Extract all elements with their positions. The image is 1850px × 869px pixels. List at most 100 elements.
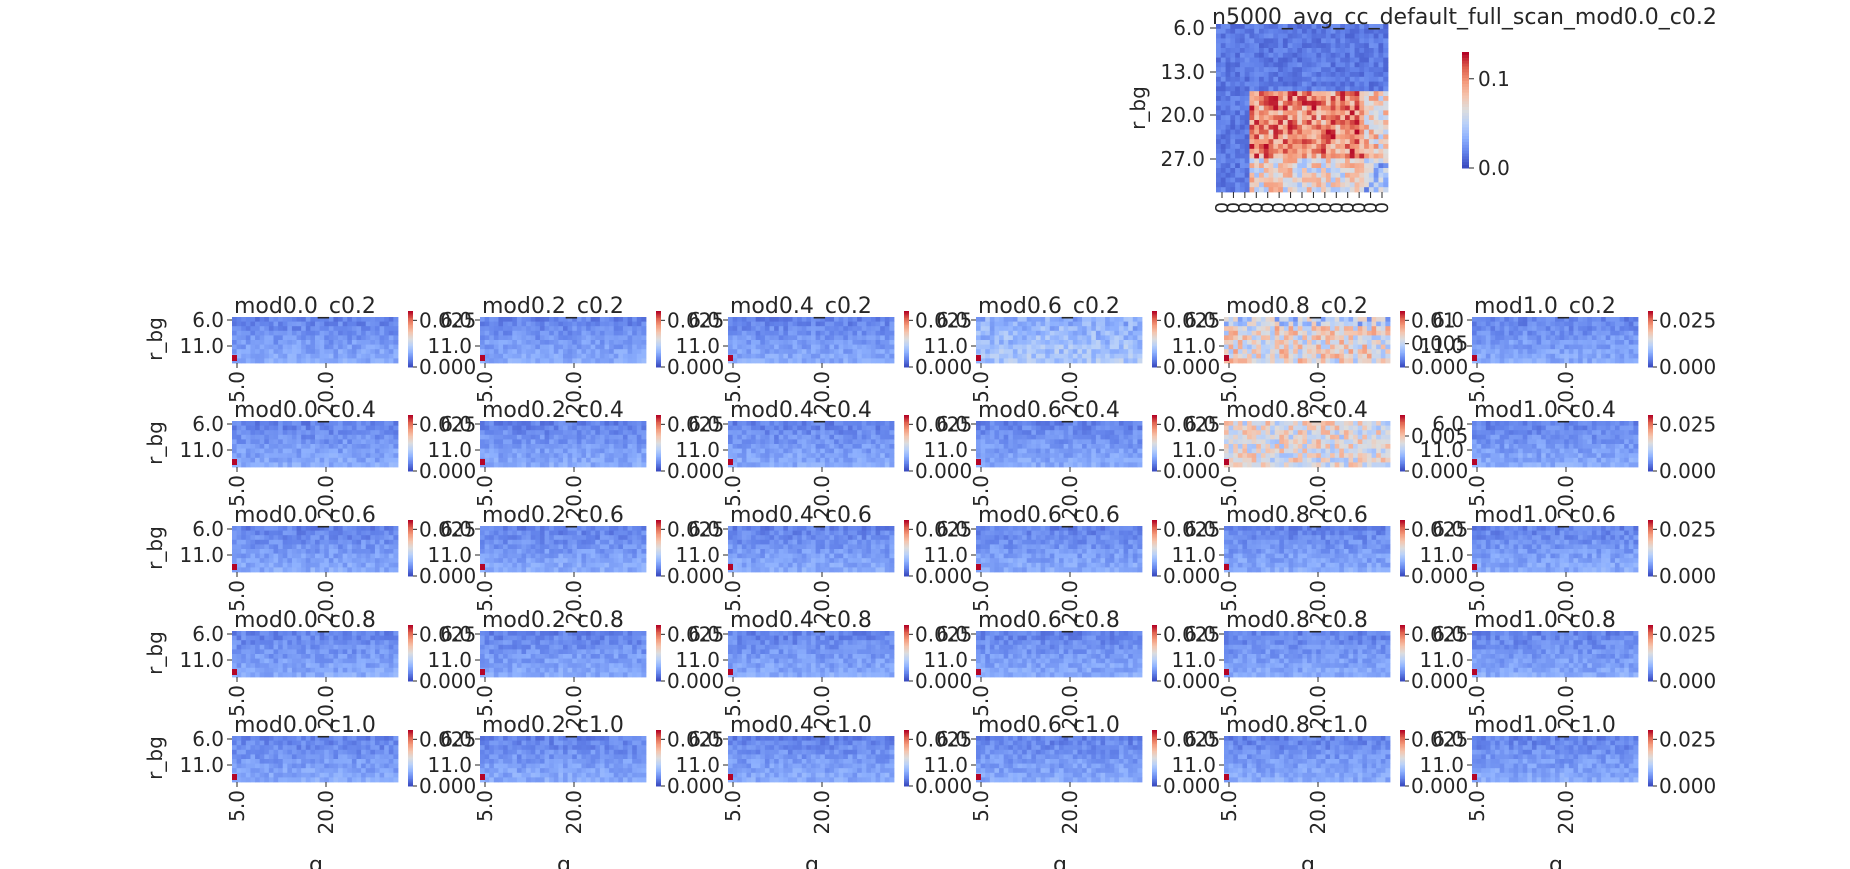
colorbar-segment bbox=[408, 458, 413, 461]
heatmap-cell bbox=[1270, 335, 1276, 341]
heatmap-cell bbox=[824, 317, 830, 322]
heatmap-cell bbox=[245, 444, 251, 449]
heatmap-cell bbox=[755, 353, 761, 359]
heatmap-cell bbox=[493, 317, 499, 322]
heatmap-cell bbox=[1247, 335, 1253, 341]
heatmap-cell bbox=[618, 344, 624, 350]
heatmap-cell bbox=[632, 434, 638, 440]
heatmap-cell bbox=[1040, 358, 1046, 364]
heatmap-cell bbox=[1224, 335, 1230, 341]
heatmap-cell bbox=[760, 439, 766, 445]
heatmap-cell bbox=[769, 448, 775, 454]
heatmap-cell bbox=[563, 444, 569, 449]
heatmap-cell bbox=[1550, 321, 1556, 327]
colorbar-segment bbox=[656, 469, 661, 472]
heatmap-cell bbox=[1059, 349, 1065, 355]
heatmap-cell bbox=[627, 453, 633, 459]
heatmap-cell bbox=[549, 330, 555, 336]
heatmap-cell bbox=[1249, 172, 1255, 178]
heatmap-cell bbox=[388, 330, 394, 336]
heatmap-cell bbox=[1274, 340, 1280, 345]
heatmap-cell bbox=[1105, 317, 1111, 322]
heatmap-cell bbox=[622, 444, 628, 449]
heatmap-cell bbox=[1287, 158, 1293, 164]
heatmap-cell bbox=[1495, 358, 1501, 364]
heatmap-cell bbox=[861, 340, 867, 345]
heatmap-cell bbox=[305, 457, 311, 463]
heatmap-cell bbox=[1287, 187, 1293, 193]
heatmap-cell bbox=[1216, 177, 1222, 183]
colorbar-segment bbox=[656, 455, 661, 458]
heatmap-cell bbox=[1311, 335, 1317, 341]
heatmap-cell bbox=[1237, 326, 1243, 332]
heatmap-cell bbox=[315, 349, 321, 355]
heatmap-cell bbox=[342, 344, 348, 350]
heatmap-cell bbox=[1292, 28, 1298, 34]
heatmap-cell bbox=[1225, 163, 1231, 169]
heatmap-cell bbox=[1082, 353, 1088, 359]
heatmap-cell bbox=[489, 326, 495, 332]
heatmap-cell bbox=[1239, 72, 1246, 78]
main-y-axis-label: r_bg bbox=[1126, 86, 1150, 130]
heatmap-cell bbox=[250, 358, 256, 364]
heatmap-cell bbox=[1340, 76, 1346, 82]
heatmap-cell bbox=[1513, 340, 1519, 345]
heatmap-cell bbox=[1302, 187, 1308, 193]
heatmap-cell bbox=[250, 457, 256, 463]
heatmap-cell bbox=[1265, 353, 1271, 359]
heatmap-cell bbox=[609, 321, 615, 327]
heatmap-cell bbox=[384, 330, 390, 336]
heatmap-cell bbox=[1345, 100, 1351, 106]
heatmap-cell bbox=[1368, 182, 1375, 188]
heatmap-cell bbox=[236, 453, 242, 459]
heatmap-cell bbox=[627, 439, 633, 445]
subplot-y-tick-label: 11.0 bbox=[675, 334, 720, 358]
heatmap-cell bbox=[1628, 330, 1634, 336]
heatmap-cell bbox=[1259, 115, 1265, 121]
heatmap-cell bbox=[622, 317, 628, 322]
heatmap-cell bbox=[613, 444, 619, 449]
heatmap-cell bbox=[1026, 349, 1032, 355]
heatmap-cell bbox=[489, 434, 495, 440]
heatmap-cell bbox=[572, 335, 578, 341]
heatmap-cell bbox=[1321, 168, 1327, 174]
colorbar-segment bbox=[1648, 351, 1653, 354]
heatmap-cell bbox=[792, 326, 798, 332]
heatmap-cell bbox=[1378, 134, 1384, 140]
heatmap-cell bbox=[255, 430, 261, 436]
heatmap-cell bbox=[1287, 57, 1293, 63]
heatmap-cell bbox=[999, 358, 1005, 364]
heatmap-cell bbox=[1086, 335, 1092, 341]
heatmap-cell bbox=[1476, 353, 1482, 359]
heatmap-cell bbox=[255, 321, 261, 327]
colorbar-segment bbox=[408, 334, 413, 337]
heatmap-cell bbox=[384, 439, 390, 445]
heatmap-cell bbox=[1137, 335, 1143, 341]
heatmap-cell bbox=[843, 430, 849, 436]
heatmap-cell bbox=[1345, 57, 1351, 63]
heatmap-cell bbox=[512, 462, 518, 468]
heatmap-cell bbox=[319, 439, 325, 445]
heatmap-cell bbox=[737, 434, 743, 440]
heatmap-cell bbox=[489, 317, 495, 322]
heatmap-cell bbox=[746, 457, 752, 463]
heatmap-cell bbox=[241, 353, 247, 359]
heatmap-cell bbox=[1614, 335, 1620, 341]
heatmap-cell bbox=[1373, 33, 1379, 39]
heatmap-cell bbox=[627, 349, 633, 355]
heatmap-cell bbox=[1354, 124, 1360, 130]
heatmap-cell bbox=[870, 340, 876, 345]
heatmap-cell bbox=[553, 349, 559, 355]
heatmap-cell bbox=[622, 457, 628, 463]
heatmap-cell bbox=[563, 326, 569, 332]
heatmap-cell bbox=[1364, 76, 1370, 82]
heatmap-cell bbox=[884, 444, 890, 449]
heatmap-cell bbox=[1368, 129, 1375, 135]
heatmap-cell bbox=[595, 353, 601, 359]
heatmap-cell bbox=[1273, 62, 1279, 68]
heatmap-cell bbox=[539, 425, 545, 431]
heatmap-cell bbox=[1273, 105, 1279, 111]
heatmap-cell bbox=[1378, 57, 1384, 63]
heatmap-cell bbox=[1349, 62, 1355, 68]
heatmap-cell bbox=[1283, 335, 1289, 341]
